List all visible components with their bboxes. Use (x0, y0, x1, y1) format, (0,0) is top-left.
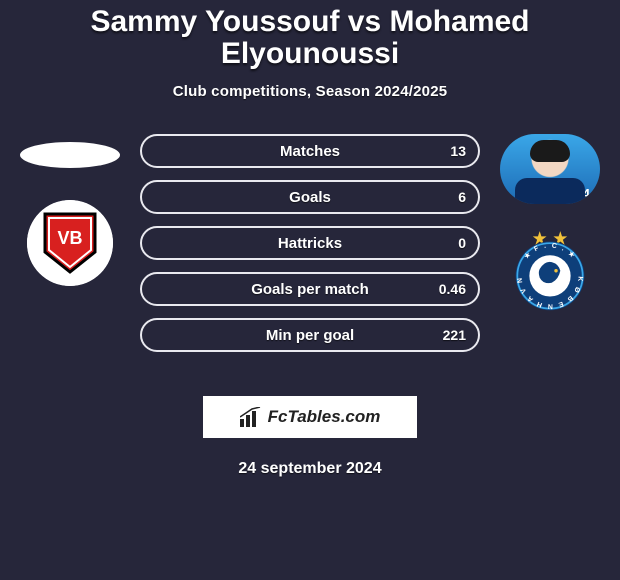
fck-badge-icon: ★ F . C . ★ K Ø B E N H A V N (500, 226, 600, 312)
bar-chart-icon (240, 407, 262, 427)
vejle-shield-icon: VB (43, 212, 97, 274)
brand-box[interactable]: FcTables.com (203, 396, 417, 438)
page-title: Sammy Youssouf vs Mohamed Elyounoussi (0, 6, 620, 69)
stat-row-mpg: Min per goal 221 (140, 318, 480, 352)
subtitle: Club competitions, Season 2024/2025 (0, 83, 620, 100)
stat-right-value: 0.46 (439, 281, 466, 297)
stat-row-gpm: Goals per match 0.46 (140, 272, 480, 306)
player-photo-right: 24 (500, 134, 600, 204)
stat-label: Matches (142, 143, 478, 160)
comparison-body: VB Matches 13 Goals 6 Hattricks 0 (0, 134, 620, 374)
stat-row-hattricks: Hattricks 0 (140, 226, 480, 260)
stat-right-value: 13 (450, 143, 466, 159)
club-badge-right: ★ F . C . ★ K Ø B E N H A V N (500, 226, 600, 312)
vejle-initials: VB (57, 228, 82, 248)
stat-right-value: 0 (458, 235, 466, 251)
stat-label: Goals (142, 189, 478, 206)
stat-label: Goals per match (142, 281, 478, 298)
comparison-card: Sammy Youssouf vs Mohamed Elyounoussi Cl… (0, 0, 620, 478)
stat-row-matches: Matches 13 (140, 134, 480, 168)
stat-right-value: 6 (458, 189, 466, 205)
stat-row-goals: Goals 6 (140, 180, 480, 214)
stat-right-value: 221 (443, 327, 466, 343)
club-badge-left: VB (27, 200, 113, 286)
stat-label: Min per goal (142, 327, 478, 344)
stat-label: Hattricks (142, 235, 478, 252)
right-player-col: 24 ★ F . C . ★ (490, 134, 610, 312)
left-player-col: VB (10, 134, 130, 286)
stats-list: Matches 13 Goals 6 Hattricks 0 Goals per… (140, 134, 480, 364)
date-label: 24 september 2024 (0, 460, 620, 478)
brand-text: FcTables.com (268, 407, 381, 427)
player-photo-left (20, 142, 120, 168)
shirt-number: 24 (576, 186, 590, 201)
